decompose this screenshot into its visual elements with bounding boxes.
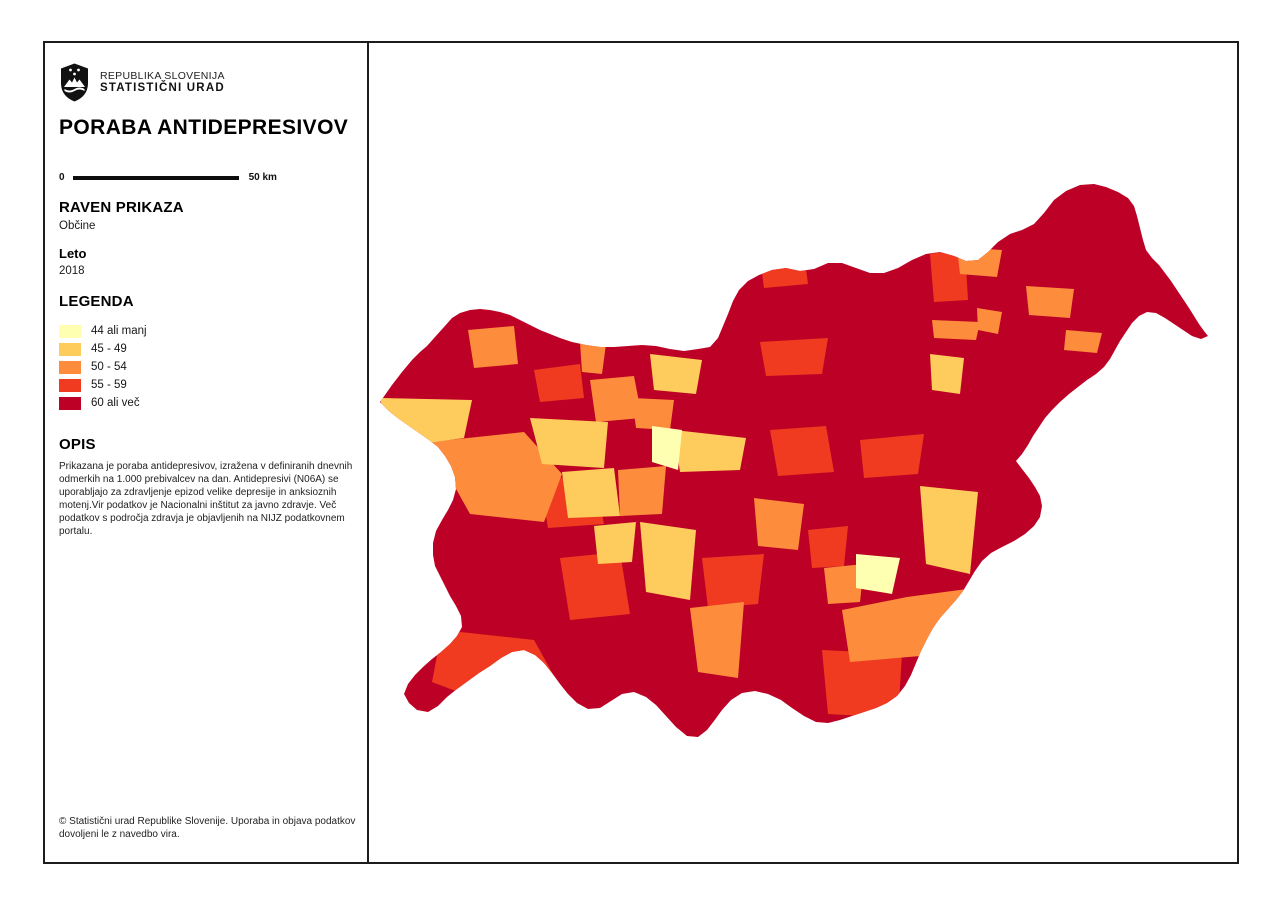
legend-swatch [59,342,81,356]
municipality-patch [930,354,964,394]
municipality-patch [650,354,702,394]
municipality-patch [618,466,666,516]
slovenia-coat-of-arms-icon [61,63,88,102]
legend-item: 45 - 49 [59,340,147,358]
municipality-patch [430,432,562,522]
legend-label: 55 - 59 [91,379,127,391]
municipality-patch [530,418,608,468]
legend-item: 55 - 59 [59,376,147,394]
legend-item: 50 - 54 [59,358,147,376]
municipality-patch [1064,330,1102,353]
municipality-patch [856,554,900,594]
slovenia-choropleth-map [380,184,1208,737]
legend-item: 60 ali več [59,394,147,412]
municipality-patch [758,239,808,288]
municipality-patch [380,398,472,444]
municipality-patch [468,326,518,368]
section-leto: Leto 2018 [59,246,86,277]
municipality-patch [702,554,764,608]
municipality-patch [632,398,674,430]
opis-heading: OPIS [59,436,96,453]
section-raven-prikaza: RAVEN PRIKAZA Občine [59,199,184,232]
raven-prikaza-heading: RAVEN PRIKAZA [59,199,184,216]
municipality-patch [824,564,864,604]
municipality-patch [594,522,636,564]
org-name: REPUBLIKA SLOVENIJA STATISTIČNI URAD [100,70,225,95]
municipality-patch [1026,286,1074,318]
municipality-patch [860,434,924,478]
legend-rows: 44 ali manj 45 - 49 50 - 54 55 - 59 60 ali v… [59,322,147,412]
page-title: PORABA ANTIDEPRESIVOV [59,116,349,139]
legend-swatch [59,396,81,410]
municipality-patch [590,376,642,422]
org-line2: STATISTIČNI URAD [100,81,225,94]
raven-prikaza-value: Občine [59,220,96,232]
section-legend: LEGENDA 44 ali manj 45 - 49 50 - 54 55 - 59… [59,293,147,412]
municipality-patch [562,468,620,518]
municipality-patch [674,430,746,472]
legend-heading: LEGENDA [59,293,134,310]
legend-swatch [59,378,81,392]
legend-label: 60 ali več [91,397,140,409]
copyright-note: © Statistični urad Republike Slovenije. … [59,816,356,840]
municipality-patch [808,526,848,568]
scale-start-label: 0 [59,172,65,183]
municipality-patch [770,426,834,476]
scale-bar-line [72,175,239,180]
legend-label: 44 ali manj [91,325,147,337]
municipality-patch [652,426,682,470]
legend-item: 44 ali manj [59,322,147,340]
scale-bar: 0 50 km [59,172,277,183]
legend-label: 45 - 49 [91,343,127,355]
municipality-patch [932,320,980,340]
municipality-patch [640,522,696,600]
municipality-patches [380,239,1102,718]
leto-value: 2018 [59,265,85,277]
municipality-patch [957,247,1002,277]
opis-text: Prikazana je poraba antidepresivov, izra… [59,461,353,537]
municipality-patch [760,338,828,376]
sidebar: REPUBLIKA SLOVENIJA STATISTIČNI URAD POR… [45,43,367,862]
municipality-patch [534,364,584,402]
legend-swatch [59,360,81,374]
municipality-patch [560,552,630,620]
municipality-patch [822,650,902,718]
municipality-patch [580,342,606,374]
logo-row: REPUBLIKA SLOVENIJA STATISTIČNI URAD [60,63,225,102]
map-panel [367,43,1237,862]
scale-end-label: 50 km [248,172,277,183]
municipality-patch [977,308,1002,334]
municipality-patch [920,486,978,574]
leto-heading: Leto [59,246,87,261]
municipality-patch [690,602,744,678]
municipality-patch [754,498,804,550]
municipality-patch [930,248,968,302]
org-line1: REPUBLIKA SLOVENIJA [100,69,225,82]
legend-swatch [59,324,81,338]
legend-label: 50 - 54 [91,361,127,373]
section-opis: OPIS Prikazana je poraba antidepresivov,… [59,436,353,538]
map-export-frame: REPUBLIKA SLOVENIJA STATISTIČNI URAD POR… [43,41,1239,864]
